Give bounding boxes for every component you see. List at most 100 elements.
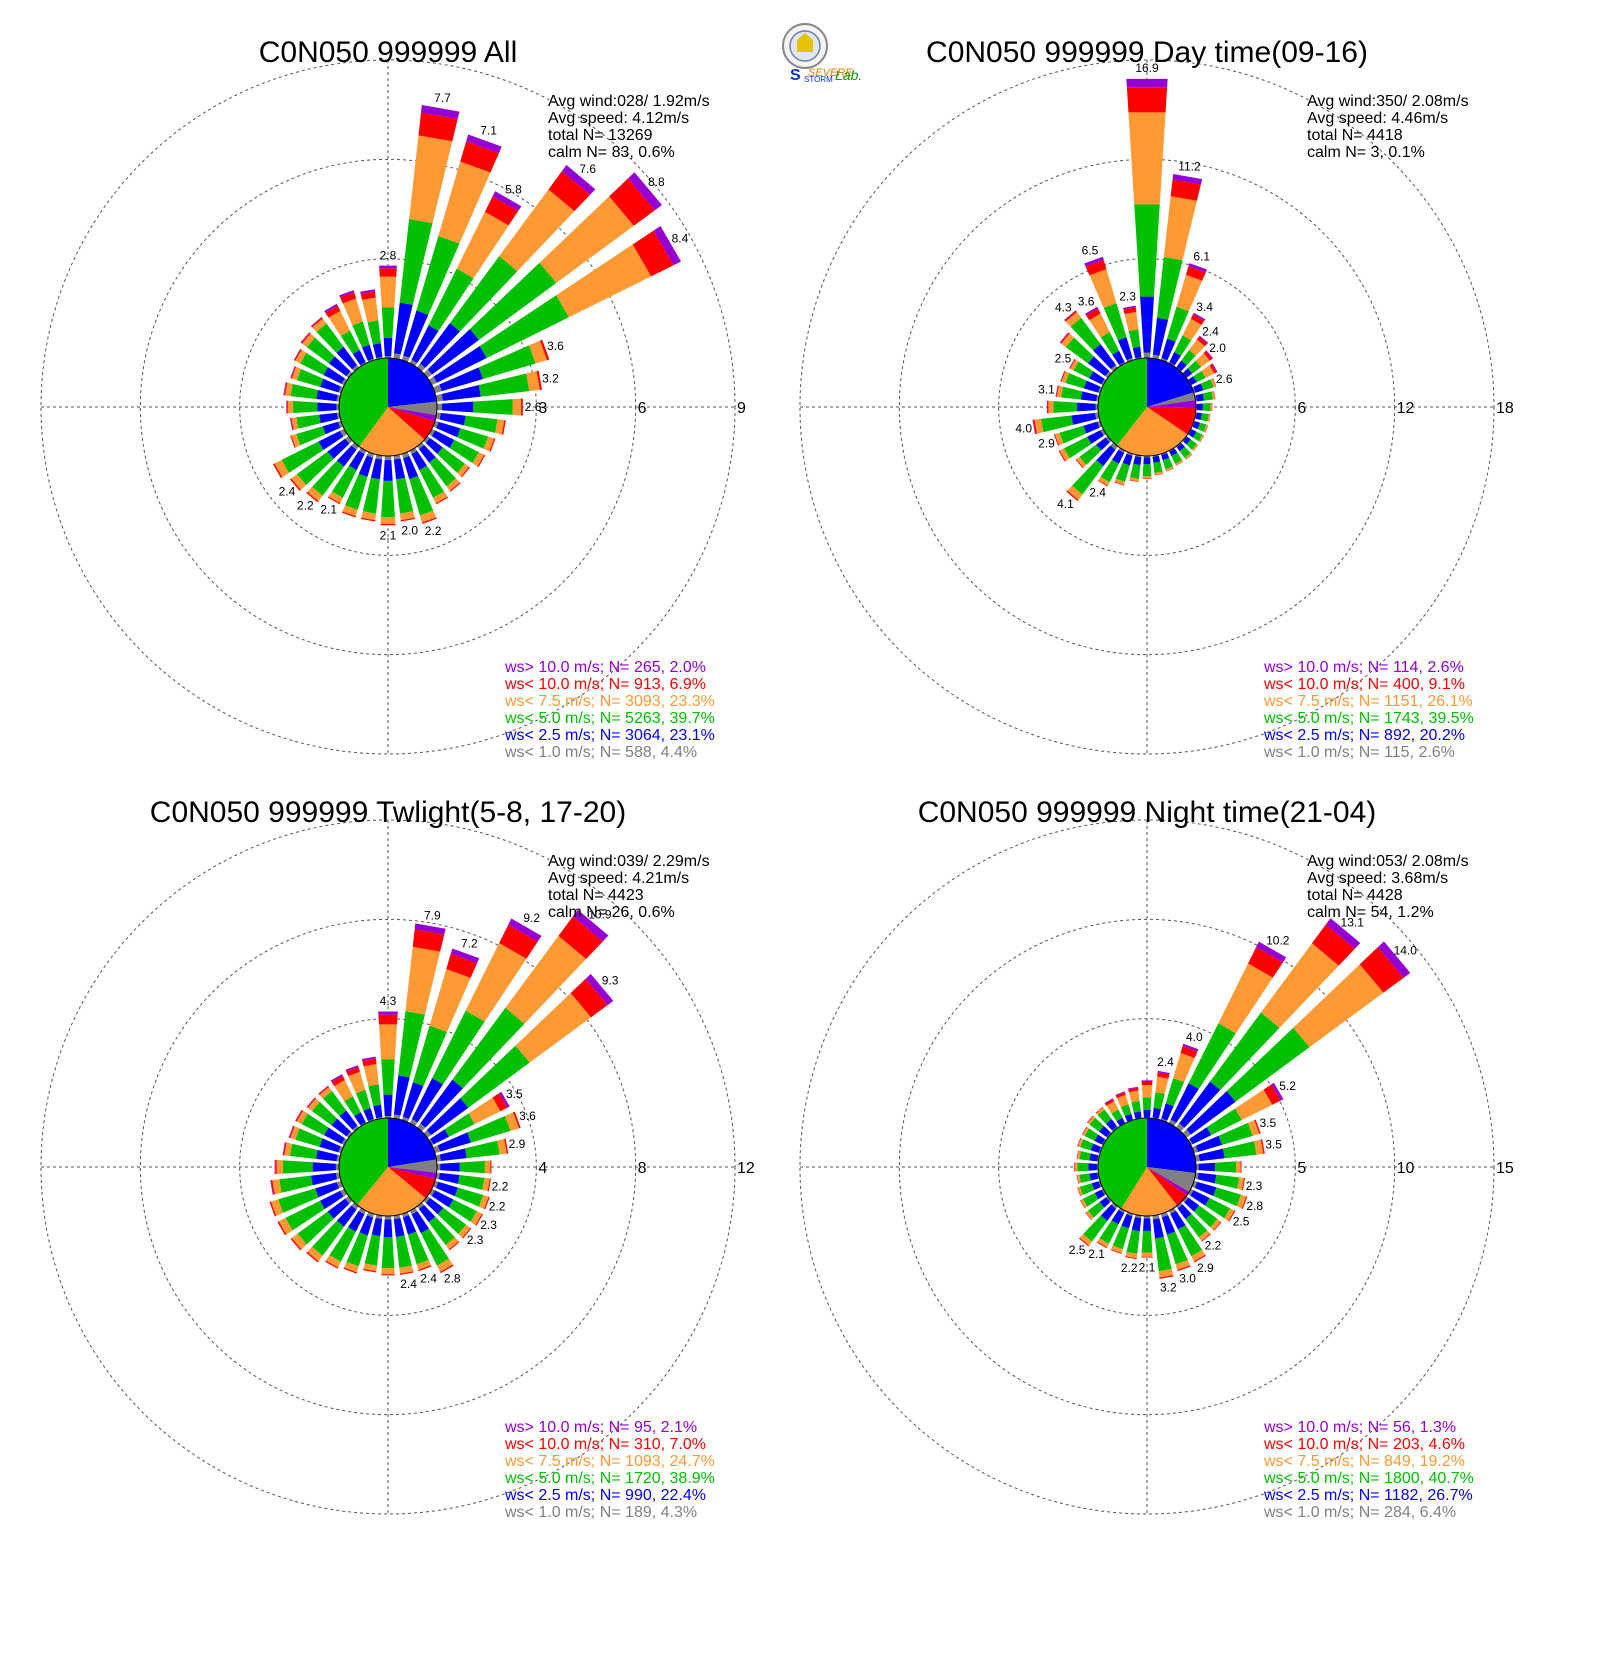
total-n-text: total N= 4428 <box>1307 887 1403 904</box>
bar-segment-lt2_5 <box>1170 1210 1186 1230</box>
bar-value-label: 3.1 <box>1038 382 1055 396</box>
bar-segment-lt7_5 <box>278 1217 293 1235</box>
bar-segment-lt2_5 <box>411 1078 443 1123</box>
bar-segment-lt7_5 <box>342 505 358 517</box>
bar-segment-lt2_5 <box>363 1107 374 1122</box>
bar-segment-lt7_5 <box>1087 1115 1096 1125</box>
bar-segment-lt7_5 <box>1076 456 1087 468</box>
bar-segment-lt5 <box>1167 306 1189 342</box>
bar-value-label: 2.1 <box>380 529 397 543</box>
bar-value-label: 2.8 <box>444 1271 461 1285</box>
bar-segment-lt5 <box>1053 401 1078 413</box>
bar-segment-lt2_5 <box>323 367 345 384</box>
bar-segment-lt10 <box>1157 1072 1170 1079</box>
bar-value-label: 10.2 <box>1266 933 1290 947</box>
bar-segment-lt2_5 <box>439 1148 467 1162</box>
bar-segment-lt5 <box>398 1011 425 1078</box>
bar-segment-lt1 <box>1105 371 1112 378</box>
bar-segment-lt1 <box>1187 1188 1194 1196</box>
windrose-panel-4: 5 10 152.44.010.213.114.05.23.53.52.32.82.… <box>799 796 1514 1521</box>
bar-segment-lt7_5 <box>363 1263 377 1272</box>
bar-segment-lt1 <box>339 428 348 437</box>
bar-segment-lt5 <box>1083 1215 1108 1242</box>
bar-segment-lt10 <box>1086 1115 1094 1124</box>
bar-segment-lt5 <box>1188 1023 1236 1090</box>
pie-slice-lt10 <box>1147 1167 1188 1206</box>
bar-segment-lt10 <box>1104 1098 1115 1106</box>
bar-value-label: 2.9 <box>1038 437 1055 451</box>
bar-segment-lt7_5 <box>1175 459 1184 466</box>
bar-segment-lt1 <box>428 1188 435 1197</box>
bar-value-label: 2.3 <box>467 1233 484 1247</box>
avg-speed-text: Avg speed: 4.12m/s <box>548 110 689 127</box>
bar-segment-lt5 <box>364 1234 381 1266</box>
bar-segment-lt5 <box>306 337 335 364</box>
bar-segment-lt7_5 <box>1293 964 1384 1048</box>
bar-segment-lt2_5 <box>319 412 338 424</box>
bar-segment-lt7_5 <box>1189 339 1205 356</box>
bar-segment-lt5 <box>1141 1230 1153 1253</box>
bar-segment-lt10 <box>1228 1210 1236 1222</box>
bar-segment-ge10 <box>450 948 480 964</box>
bar-segment-lt7_5 <box>484 1160 491 1174</box>
bar-segment-lt2_5 <box>383 1094 393 1116</box>
avg-wind-text: Avg wind:053/ 2.08m/s <box>1307 853 1469 870</box>
bar-value-label: 8.8 <box>648 175 665 189</box>
bar-segment-lt10 <box>1058 450 1066 462</box>
bar-segment-lt5 <box>296 414 321 429</box>
bar-segment-lt10 <box>277 1221 287 1236</box>
bar-segment-lt7_5 <box>296 1110 308 1125</box>
bar-segment-lt10 <box>340 292 357 304</box>
bar-segment-ge10 <box>1046 400 1048 414</box>
bar-segment-lt2_5 <box>1152 455 1161 463</box>
bar-segment-lt2_5 <box>1182 368 1193 378</box>
bar-segment-lt7_5 <box>1154 471 1164 476</box>
bar-segment-lt5 <box>1080 1139 1094 1151</box>
bar-segment-lt7_5 <box>465 943 527 1022</box>
bar-segment-lt1 <box>1191 1180 1198 1188</box>
bar-value-label: 8.4 <box>672 231 689 245</box>
bar-segment-lt10 <box>289 478 301 492</box>
bar-segment-lt2_5 <box>1124 1113 1133 1122</box>
bar-segment-ge10 <box>492 191 522 212</box>
bar-segment-lt7_5 <box>291 366 301 381</box>
bar-segment-lt10 <box>1203 351 1213 361</box>
bar-segment-lt7_5 <box>334 1080 353 1102</box>
bar-segment-lt5 <box>381 307 395 338</box>
bar-segment-lt2_5 <box>1197 1172 1217 1184</box>
bar-segment-ge10 <box>293 348 301 361</box>
bar-segment-lt10 <box>295 1109 304 1122</box>
bar-segment-lt7_5 <box>1129 477 1139 482</box>
bar-segment-lt1 <box>337 420 344 428</box>
bar-segment-ge10 <box>361 1056 376 1061</box>
bar-segment-lt7_5 <box>1077 1174 1081 1184</box>
bar-segment-ge10 <box>1205 350 1214 359</box>
bar-segment-lt7_5 <box>478 1195 489 1210</box>
bar-segment-lt7_5 <box>1236 1161 1241 1173</box>
bar-value-label: 2.0 <box>1209 341 1226 355</box>
bar-segment-lt10 <box>487 1178 491 1192</box>
bar-segment-lt7_5 <box>499 189 575 272</box>
bar-segment-ge10 <box>1104 1098 1114 1104</box>
bar-segment-lt7_5 <box>362 297 379 323</box>
bar-segment-lt1 <box>1187 1138 1193 1146</box>
bar-segment-lt7_5 <box>1210 378 1216 388</box>
bar-segment-lt5 <box>416 235 460 315</box>
bar-segment-lt10 <box>1125 1256 1137 1260</box>
bar-segment-lt5 <box>428 268 474 331</box>
bar-segment-lt2_5 <box>1169 352 1181 366</box>
bar-segment-lt10 <box>343 1267 357 1274</box>
bar-segment-lt1 <box>1095 403 1099 411</box>
bar-segment-lt10 <box>1196 336 1208 347</box>
panel-title: C0N050 999999 All <box>259 36 518 69</box>
bar-segment-lt1 <box>1160 1211 1169 1218</box>
bar-segment-lt7_5 <box>1211 390 1216 400</box>
bar-segment-lt2_5 <box>1152 1218 1164 1239</box>
bar-segment-lt10 <box>499 924 538 959</box>
pie-slice-lt2_5 <box>388 1118 437 1167</box>
bar-segment-lt5 <box>1165 1078 1185 1107</box>
bar-segment-lt7_5 <box>342 298 363 326</box>
bar-segment-lt5 <box>295 1128 323 1147</box>
bar-segment-ge10 <box>1095 1106 1103 1113</box>
bar-segment-lt10 <box>294 349 302 361</box>
